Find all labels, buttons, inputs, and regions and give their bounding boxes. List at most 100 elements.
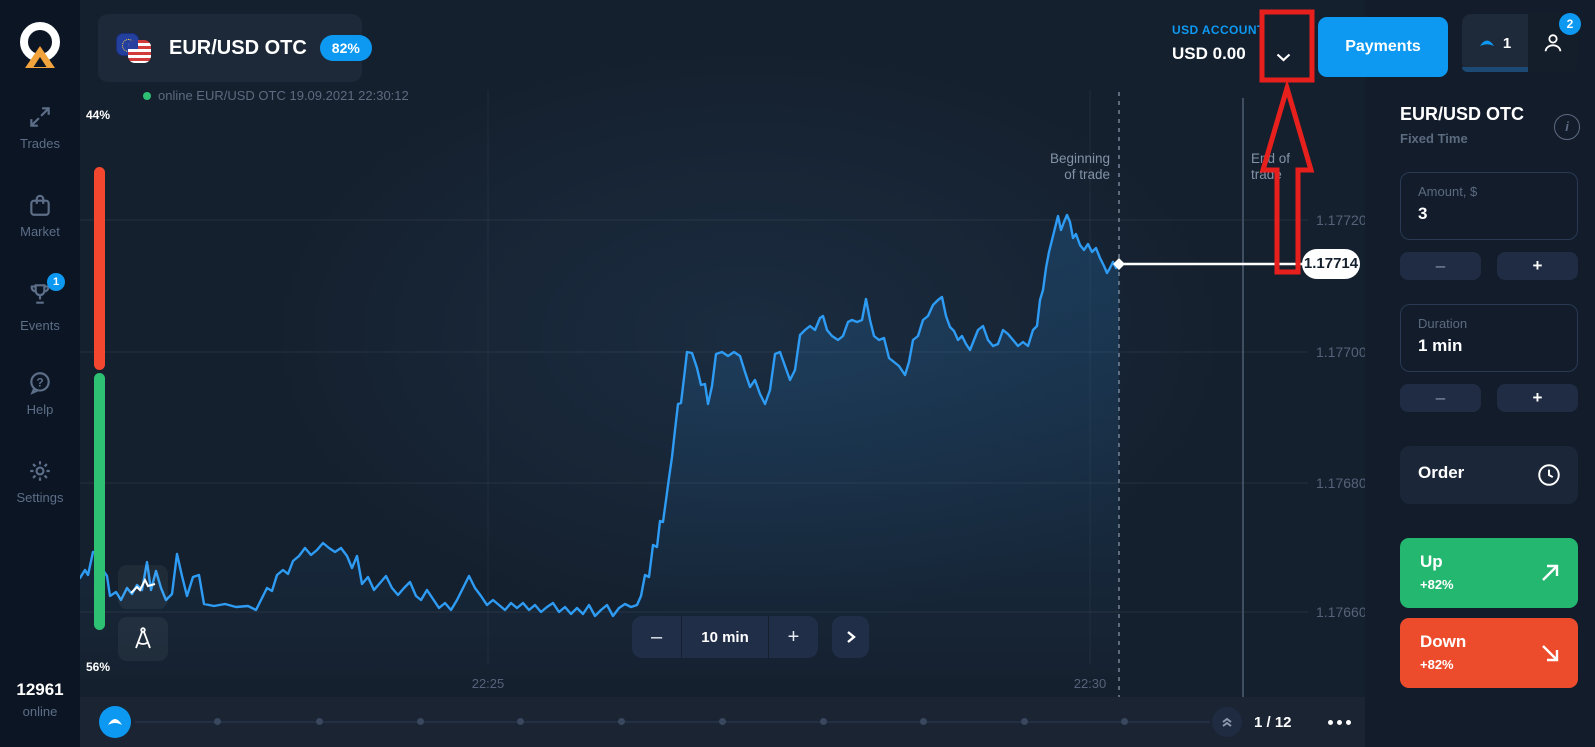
end-of-trade-label: End of trade: [1251, 151, 1321, 183]
order-button[interactable]: Order: [1400, 446, 1578, 504]
trades-arrows-icon: [30, 107, 50, 127]
pagination-dot[interactable]: [820, 718, 827, 725]
price-tick: 1.17680: [1316, 475, 1367, 491]
chevron-right-icon: [846, 631, 856, 643]
trader-level-button[interactable]: 1: [1462, 14, 1528, 72]
price-line-series: [80, 213, 1121, 618]
panel-pair-title: EUR/USD OTC: [1400, 104, 1525, 124]
arrow-up-right-icon: [1542, 564, 1559, 581]
person-icon: [1544, 34, 1562, 52]
amount-field[interactable]: Amount, $ 3: [1400, 172, 1578, 240]
trophy-icon: [30, 284, 50, 304]
info-button[interactable]: i: [1554, 114, 1580, 140]
amount-label: Amount, $: [1418, 184, 1478, 199]
price-chart: [80, 90, 1308, 697]
pagination-dot[interactable]: [920, 718, 927, 725]
up-label: Up: [1420, 552, 1443, 571]
arrow-down-right-icon: [1542, 645, 1559, 662]
time-tick: 22:30: [1073, 676, 1107, 691]
asset-selector[interactable]: EUR/USD OTC 82%: [98, 14, 372, 82]
pair-flags-icon: [116, 31, 156, 65]
pagination-dot[interactable]: [417, 718, 424, 725]
chart-area-fill: [80, 215, 1119, 678]
beginning-of-trade-label: Beginning of trade: [1000, 151, 1110, 183]
bottom-bar: 1 / 12: [80, 697, 1365, 747]
payments-button[interactable]: Payments: [1318, 17, 1448, 77]
sidebar-item-market[interactable]: Market: [0, 192, 80, 239]
notifications-badge: 2: [1559, 13, 1581, 35]
beginning-label-line1: Beginning: [1049, 151, 1110, 166]
pagination-dot[interactable]: [1021, 718, 1028, 725]
sentiment-bar-buy: [94, 373, 105, 630]
scroll-to-latest-button[interactable]: [832, 616, 869, 658]
timeframe-minus-button[interactable]: –: [650, 625, 663, 648]
pagination-dot[interactable]: [517, 718, 524, 725]
sentiment-up-label: 44%: [86, 108, 111, 122]
price-tick: 1.17720: [1316, 212, 1367, 228]
indicators-button[interactable]: [118, 617, 168, 661]
amount-decrease-button[interactable]: –: [1400, 252, 1481, 280]
price-tick: 1.17700: [1316, 344, 1367, 360]
trade-panel: EUR/USD OTC Fixed Time i Amount, $ 3 – +…: [1365, 0, 1595, 747]
level-progress-bar: [1462, 67, 1528, 72]
beginning-label-line2: of trade: [1064, 167, 1110, 182]
pair-name: EUR/USD OTC: [169, 36, 307, 59]
online-counter: 12961 online: [0, 680, 80, 719]
pagination-dot[interactable]: [719, 718, 726, 725]
support-chat-button[interactable]: [99, 706, 131, 738]
us-flag-icon: [128, 40, 151, 63]
pagination-dot[interactable]: [618, 718, 625, 725]
clock-icon: [1538, 464, 1560, 486]
gear-icon: [30, 461, 50, 481]
up-payout: +82%: [1420, 577, 1454, 592]
panel-trade-mode: Fixed Time: [1400, 131, 1468, 146]
chevron-down-icon: [1276, 53, 1290, 61]
sidebar: Trades Market 1 Events: [0, 0, 80, 747]
duration-field[interactable]: Duration 1 min: [1400, 304, 1578, 372]
time-tick: 22:25: [471, 676, 505, 691]
pagination-dot[interactable]: [214, 718, 221, 725]
down-trade-button[interactable]: Down +82%: [1400, 618, 1578, 688]
down-payout: +82%: [1420, 657, 1454, 672]
more-options-button[interactable]: [1328, 713, 1358, 731]
level-value: 1: [1502, 34, 1512, 52]
pagination-track: [135, 721, 1210, 723]
timeframe-control: – 10 min +: [632, 616, 818, 658]
brand-logo-icon[interactable]: [16, 18, 64, 70]
account-type-label: USD ACCOUNT: [1172, 23, 1265, 37]
account-balance: USD 0.00: [1172, 44, 1246, 63]
down-label: Down: [1420, 632, 1467, 651]
account-dropdown-button[interactable]: [1266, 40, 1300, 74]
pagination-dot[interactable]: [1121, 718, 1128, 725]
amount-increase-button[interactable]: +: [1497, 252, 1578, 280]
collapse-panel-button[interactable]: [1212, 707, 1242, 737]
online-count-value: 12961: [16, 680, 64, 699]
up-trade-button[interactable]: Up +82%: [1400, 538, 1578, 608]
sidebar-item-trades[interactable]: Trades: [0, 104, 80, 151]
sidebar-item-help[interactable]: ? Help: [0, 370, 80, 417]
sidebar-item-label: Trades: [20, 136, 60, 151]
double-chevron-up-icon: [1222, 717, 1232, 727]
sidebar-item-label: Events: [20, 318, 60, 333]
sidebar-item-label: Settings: [16, 490, 64, 505]
chart-type-button[interactable]: [118, 565, 168, 609]
timeframe-plus-button[interactable]: +: [787, 625, 800, 648]
events-badge: 1: [47, 273, 65, 291]
chat-logo-icon: [108, 719, 122, 725]
online-status-dot: [143, 92, 151, 100]
page-indicator: 1 / 12: [1254, 714, 1292, 731]
sentiment-bar-sell: [94, 167, 105, 370]
ellipsis-icon: [1328, 719, 1333, 725]
sidebar-item-settings[interactable]: Settings: [0, 458, 80, 505]
level-rank-icon: [1479, 40, 1494, 46]
order-label: Order: [1418, 463, 1465, 482]
current-price-pill: 1.17714: [1302, 249, 1360, 279]
timeframe-value: 10 min: [681, 616, 769, 658]
pagination-dot[interactable]: [316, 718, 323, 725]
duration-decrease-button[interactable]: –: [1400, 384, 1481, 412]
duration-increase-button[interactable]: +: [1497, 384, 1578, 412]
sidebar-item-label: Market: [20, 224, 60, 239]
duration-label: Duration: [1418, 316, 1468, 331]
duration-value: 1 min: [1418, 336, 1463, 355]
sidebar-item-events[interactable]: 1 Events: [0, 273, 80, 333]
